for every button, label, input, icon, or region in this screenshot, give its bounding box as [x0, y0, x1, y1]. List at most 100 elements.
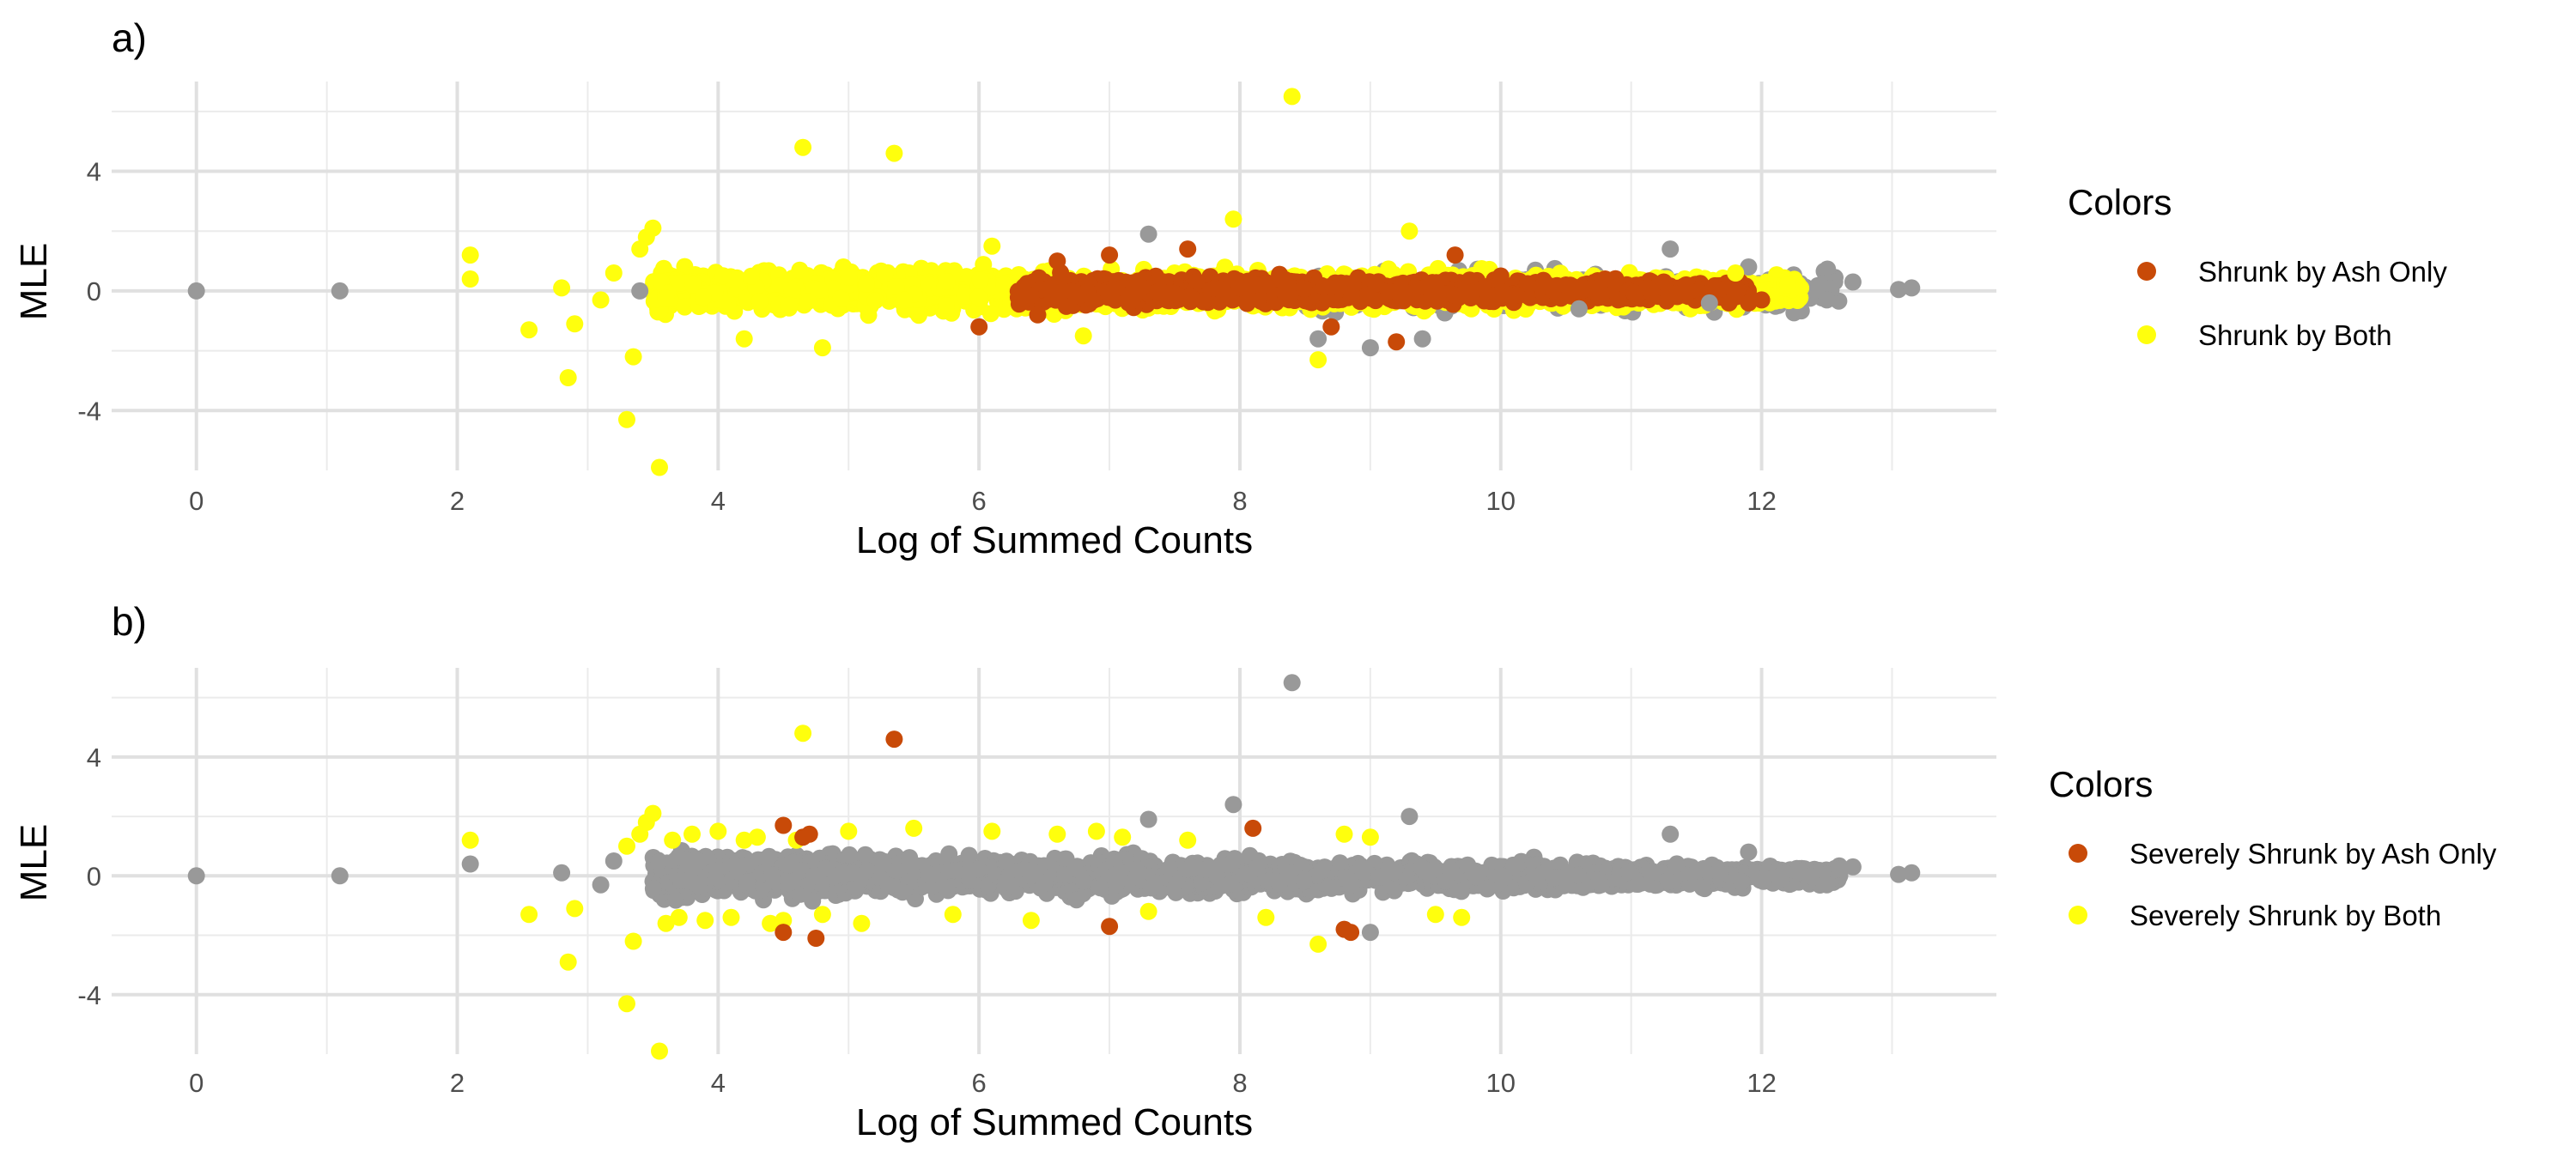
data-point: [1161, 283, 1178, 301]
data-point: [657, 289, 675, 307]
data-point: [1519, 275, 1537, 293]
data-point: [937, 297, 955, 314]
data-point: [1792, 279, 1810, 297]
data-point: [1740, 258, 1758, 276]
data-point: [520, 321, 538, 339]
panel-a-x-axis-title: Log of Summed Counts: [856, 519, 1253, 561]
data-point: [1818, 291, 1836, 309]
data-point: [187, 282, 205, 300]
x-tick-label: 12: [1747, 486, 1776, 516]
data-point: [970, 318, 988, 336]
data-point: [735, 330, 753, 348]
data-point: [1462, 283, 1479, 301]
data-point: [1361, 339, 1379, 357]
y-tick-label: 0: [87, 276, 101, 306]
data-point: [605, 264, 623, 282]
x-tick-label: 4: [711, 486, 726, 516]
data-point: [995, 276, 1013, 294]
data-point: [1388, 333, 1406, 351]
data-point: [1429, 287, 1447, 305]
data-point: [676, 298, 694, 316]
data-point: [1074, 327, 1092, 345]
data-point: [832, 289, 850, 307]
data-point: [1427, 274, 1445, 292]
x-tick-label: 6: [972, 486, 987, 516]
data-point: [1273, 270, 1291, 288]
data-point: [1596, 270, 1614, 288]
data-point: [813, 339, 831, 357]
panel-a-legend-label-ash-only: Shrunk by Ash Only: [2198, 256, 2447, 288]
data-point: [1022, 287, 1040, 305]
data-point: [1182, 288, 1199, 306]
data-point: [1593, 285, 1611, 303]
data-point: [1084, 291, 1103, 309]
data-point: [1315, 278, 1333, 296]
data-point: [799, 293, 817, 310]
data-point: [750, 293, 769, 311]
data-point: [592, 291, 610, 309]
data-point: [671, 274, 689, 292]
data-point: [1195, 292, 1212, 310]
data-point: [1609, 291, 1627, 309]
data-point: [1322, 318, 1340, 336]
data-point: [938, 273, 956, 290]
data-point: [1188, 273, 1206, 290]
data-point: [885, 144, 903, 162]
x-tick-label: 10: [1486, 486, 1516, 516]
data-point: [559, 369, 577, 386]
data-point: [714, 267, 732, 285]
data-point: [1380, 260, 1397, 278]
data-point: [1533, 278, 1551, 296]
data-point: [840, 268, 858, 286]
data-point: [1241, 291, 1258, 309]
data-point: [1277, 287, 1295, 304]
data-point: [1029, 306, 1047, 324]
panel-a-legend-label-both: Shrunk by Both: [2198, 319, 2392, 351]
x-tick-label: 2: [450, 486, 465, 516]
data-point: [1720, 294, 1738, 312]
panel-b-tag: b): [112, 599, 147, 644]
data-point: [1309, 351, 1327, 369]
data-point: [1679, 283, 1696, 301]
data-point: [1779, 276, 1796, 294]
panel-a-x-ticks: 0 2 4 6 8 10 12: [189, 486, 1777, 516]
data-point: [631, 282, 649, 300]
data-point: [1224, 210, 1242, 228]
data-point: [1446, 246, 1464, 264]
data-point: [975, 256, 993, 274]
data-point: [1662, 240, 1680, 258]
panel-a: a) -404 0 2 4 6 8 10 12 Log of Summed Counts M…: [13, 15, 2447, 561]
data-point: [1048, 252, 1066, 270]
panel-a-points: [187, 88, 1921, 476]
data-point: [841, 846, 859, 864]
data-point: [684, 276, 702, 294]
data-point: [1492, 267, 1510, 285]
data-point: [811, 281, 829, 299]
data-point: [553, 279, 571, 297]
data-point: [331, 282, 349, 300]
y-tick-label: 4: [87, 157, 101, 187]
data-point: [971, 271, 989, 289]
data-point: [1330, 278, 1348, 296]
data-point: [956, 287, 974, 305]
data-point: [1638, 279, 1656, 297]
data-point: [1309, 330, 1327, 348]
data-point: [1101, 246, 1119, 264]
data-point: [651, 458, 668, 476]
data-point: [1120, 286, 1138, 304]
data-point: [791, 261, 809, 279]
data-point: [1211, 280, 1229, 298]
data-point: [1245, 276, 1263, 294]
data-point: [631, 240, 649, 258]
panel-a-legend-title: Colors: [2068, 182, 2172, 222]
panel-b-points: [187, 674, 1921, 1060]
data-point: [866, 292, 884, 310]
data-point: [887, 278, 905, 295]
y-tick-label: -4: [77, 396, 101, 426]
data-point: [876, 266, 894, 284]
data-point: [1625, 284, 1643, 302]
data-point: [1397, 284, 1415, 302]
data-point: [783, 282, 801, 300]
data-point: [1445, 286, 1463, 304]
